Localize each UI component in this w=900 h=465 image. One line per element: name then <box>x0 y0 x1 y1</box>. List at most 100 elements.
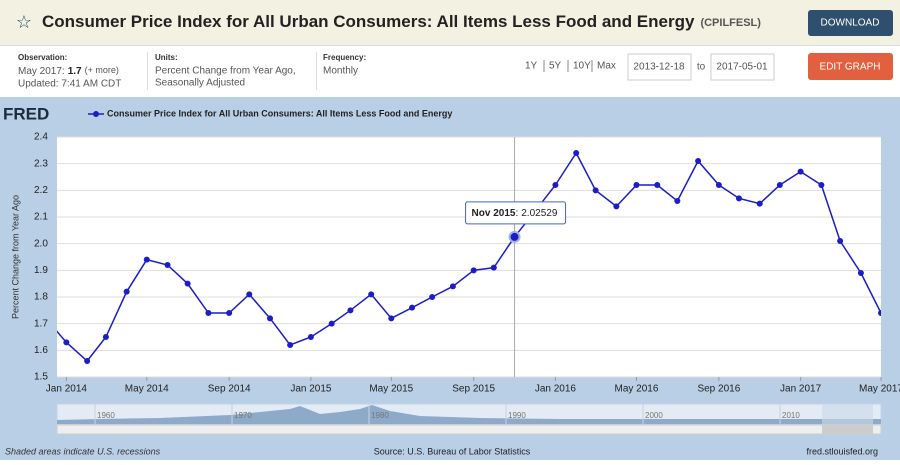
navigator-label: 2000 <box>645 411 663 420</box>
series-id: (CPILFESL) <box>700 17 761 29</box>
x-tick-label: Sep 2014 <box>208 384 251 395</box>
y-tick-label: 2.4 <box>34 132 48 143</box>
header-bar <box>0 0 900 45</box>
download-label[interactable]: DOWNLOAD <box>821 18 880 29</box>
data-point <box>143 256 150 263</box>
data-point <box>328 320 335 327</box>
data-point <box>267 315 274 322</box>
updated: Updated: 7:41 AM CDT <box>18 79 121 90</box>
data-point <box>797 168 804 175</box>
y-tick-label: 2.0 <box>34 238 48 249</box>
data-point <box>592 187 599 194</box>
navigator-window[interactable] <box>822 404 873 424</box>
to-label: to <box>697 62 706 73</box>
end-date[interactable]: 2017-05-01 <box>716 62 768 73</box>
data-point <box>735 195 742 202</box>
data-point <box>573 150 580 156</box>
data-point <box>613 203 620 210</box>
tooltip-value: 2.02529 <box>521 208 558 219</box>
data-point <box>63 339 70 346</box>
series-title: Consumer Price Index for All Urban Consu… <box>42 12 761 31</box>
start-date[interactable]: 2013-12-18 <box>633 62 685 73</box>
data-point <box>508 230 521 243</box>
obs-line: May 2017: 1.7 (+ more) <box>18 65 119 76</box>
data-point <box>287 342 294 348</box>
data-point <box>674 198 681 204</box>
obs-date: May 2017: <box>18 66 65 77</box>
y-tick-label: 1.5 <box>34 372 48 383</box>
x-tick-label: Sep 2016 <box>697 384 740 395</box>
data-point <box>205 310 212 316</box>
scrollbar[interactable] <box>56 424 882 435</box>
end-date-input[interactable] <box>710 53 775 81</box>
tooltip-box <box>465 201 567 225</box>
data-point <box>857 270 864 276</box>
x-tick-label: May 2015 <box>369 384 413 395</box>
navigator-area <box>57 405 881 424</box>
data-point <box>776 182 783 188</box>
obs-value: 1.7 <box>68 66 82 77</box>
star-icon[interactable]: ☆ <box>16 12 32 32</box>
data-point <box>449 283 456 290</box>
edit-graph-label[interactable]: EDIT GRAPH <box>820 62 881 73</box>
navigator-label: 1970 <box>234 411 252 420</box>
scrollbar-thumb[interactable] <box>822 425 873 434</box>
data-point <box>307 334 314 340</box>
data-point <box>695 158 702 164</box>
data-point <box>837 238 844 244</box>
frequency-label: Frequency: <box>323 53 366 62</box>
data-point <box>490 264 497 271</box>
data-point <box>878 310 881 316</box>
range-links: 1Y 5Y 10Y Max <box>525 60 616 72</box>
range-link[interactable]: Max <box>597 61 616 72</box>
range-link[interactable]: 10Y <box>573 61 591 72</box>
y-tick-label: 2.2 <box>34 185 48 196</box>
y-tick-label: 2.1 <box>34 212 48 223</box>
data-point <box>347 307 354 314</box>
data-point <box>123 288 130 295</box>
range-link[interactable]: 1Y <box>525 61 538 72</box>
data-point <box>184 280 191 287</box>
title-text: Consumer Price Index for All Urban Consu… <box>42 12 695 31</box>
data-point <box>429 294 436 300</box>
more-link[interactable]: (+ more) <box>85 65 119 75</box>
x-tick-label: Jan 2017 <box>780 384 822 395</box>
x-tick-label: Jan 2016 <box>535 384 577 395</box>
legend-marker <box>93 111 99 117</box>
data-point <box>818 182 825 188</box>
navigator-label: 1960 <box>97 411 115 420</box>
obs-label: Observation: <box>18 53 67 62</box>
data-point <box>633 182 640 188</box>
edit-graph-button[interactable] <box>808 53 893 80</box>
y-tick-label: 1.8 <box>34 292 48 303</box>
x-tick-label: May 2016 <box>615 384 659 395</box>
recession-note: Shaded areas indicate U.S. recessions <box>5 446 161 456</box>
tooltip-date: Nov 2015 <box>472 208 516 219</box>
download-button[interactable] <box>808 10 893 36</box>
y-tick-label: 2.3 <box>34 158 48 169</box>
y-tick-label: 1.6 <box>34 345 48 356</box>
data-point <box>102 334 109 340</box>
start-date-input[interactable] <box>627 53 692 81</box>
units-line: Percent Change from Year Ago, <box>155 66 296 77</box>
data-point <box>470 267 477 274</box>
data-point <box>84 358 91 364</box>
frequency: Monthly <box>323 66 358 77</box>
navigator-label: 1990 <box>508 411 526 420</box>
data-point <box>409 304 416 311</box>
x-tick-label: Sep 2015 <box>452 384 495 395</box>
units-line: Seasonally Adjusted <box>155 78 245 89</box>
data-point <box>246 291 253 298</box>
navigator-labels: 1960 1970 1980 1990 2000 2010 <box>94 404 800 424</box>
tooltip-sep: : <box>515 208 518 219</box>
units-label: Units: <box>155 53 178 62</box>
x-tick-label: May 2014 <box>125 384 169 395</box>
range-link[interactable]: 5Y <box>549 61 562 72</box>
data-point <box>164 262 171 268</box>
y-tick-label: 1.7 <box>34 318 48 329</box>
x-tick-label: Jan 2014 <box>46 384 88 395</box>
y-tick-label: 1.9 <box>34 265 48 276</box>
data-point <box>756 200 763 207</box>
